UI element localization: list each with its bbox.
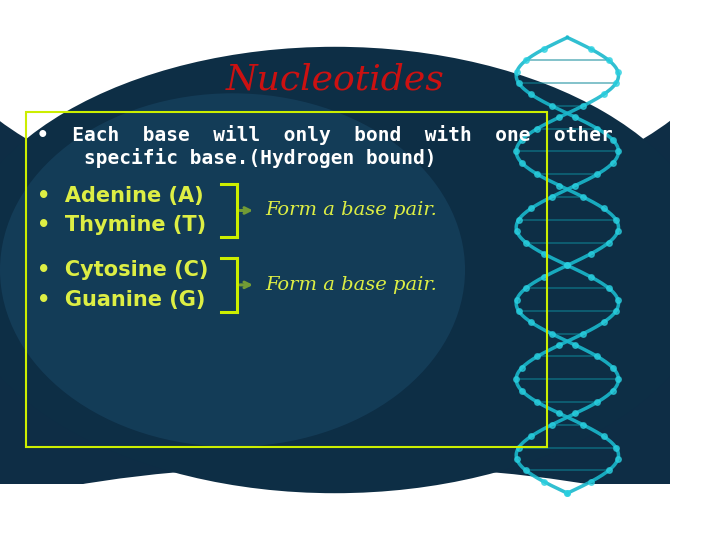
Text: Form a base pair.: Form a base pair. [265, 201, 437, 219]
Text: Nucleotides: Nucleotides [225, 62, 444, 96]
Text: Form a base pair.: Form a base pair. [265, 276, 437, 294]
Ellipse shape [0, 465, 720, 540]
Ellipse shape [0, 93, 465, 447]
Bar [0, 56, 670, 484]
Text: •  Thymine (T): • Thymine (T) [37, 215, 207, 235]
Text: •  Adenine (A): • Adenine (A) [37, 186, 204, 206]
Text: •  Each  base  will  only  bond  with  one  other: • Each base will only bond with one othe… [37, 125, 613, 145]
Bar [26, 112, 547, 447]
Text: specific base.(Hydrogen bound): specific base.(Hydrogen bound) [37, 148, 437, 168]
Ellipse shape [0, 0, 720, 214]
Ellipse shape [0, 47, 716, 493]
Text: •  Cytosine (C): • Cytosine (C) [37, 260, 209, 280]
Text: •  Guanine (G): • Guanine (G) [37, 290, 206, 310]
